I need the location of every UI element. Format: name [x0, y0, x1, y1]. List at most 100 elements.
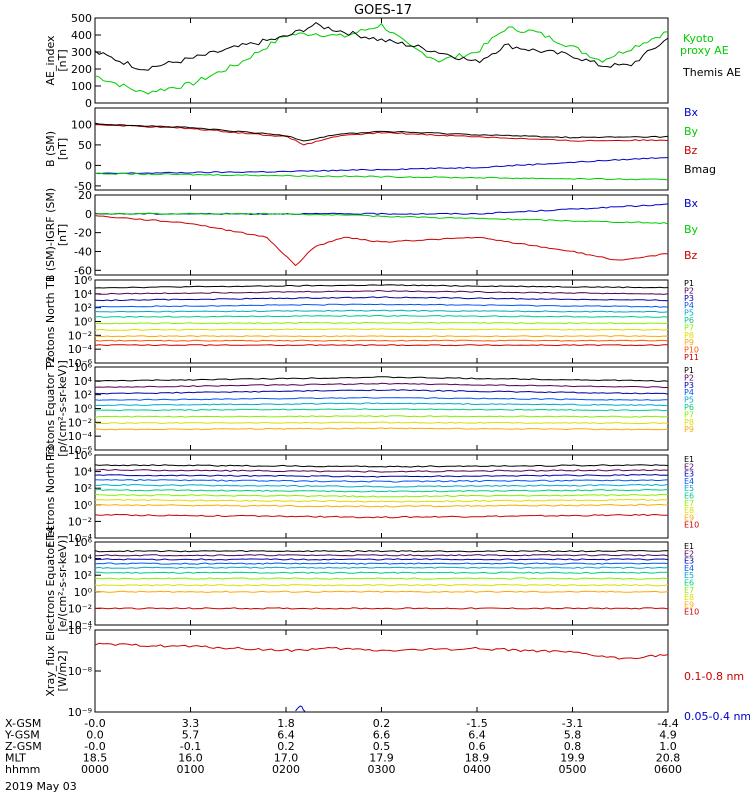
y-tick-label: 10⁻⁹: [68, 706, 92, 719]
y-tick-label: 10²: [74, 389, 92, 402]
legend-label: E8: [684, 593, 694, 602]
legend-label: P11: [684, 353, 699, 362]
legend-label: P9: [684, 338, 694, 347]
series-line-p6: [94, 314, 669, 318]
panel-6: 10⁶ 10⁴ 10² 10⁰ 10⁻² 10⁻⁴ Electrons North T3 E1…: [44, 445, 699, 547]
legend-label: E10: [684, 608, 699, 617]
y-axis-label: Xray_flux: [44, 645, 57, 697]
footer-value: 0.5: [373, 740, 391, 753]
footer-value: 0300: [368, 763, 396, 776]
legend-label: proxy AE: [680, 44, 729, 57]
series-line-e3: [94, 558, 669, 561]
legend-label: P1: [684, 366, 694, 375]
legend-label: P5: [684, 396, 694, 405]
y-axis-label: Protons Equator T2: [44, 356, 57, 461]
panel-frame: [94, 194, 669, 276]
footer-value: 0200: [272, 763, 300, 776]
series-line-p2: [94, 382, 669, 389]
series-line-e10: [94, 607, 669, 610]
footer-value: 0000: [81, 763, 109, 776]
y-tick-label: 10⁻⁴: [68, 532, 93, 545]
y-axis-unit: [nT]: [56, 138, 69, 160]
footer-value: 6.6: [373, 729, 391, 742]
series-line-p6: [94, 408, 669, 412]
series-line-p1: [94, 376, 669, 382]
y-tick-label: 10⁻⁸: [68, 665, 93, 678]
y-tick-label: 100: [71, 80, 92, 93]
panel-2: -50 0 50 100 B (SM) [nT] Bx By Bz Bmag: [44, 106, 716, 193]
series-line-p3: [94, 389, 669, 395]
series-line-e5: [94, 566, 669, 569]
footer-row-label: Z-GSM: [5, 740, 42, 753]
series-line-p11: [94, 344, 668, 347]
y-tick-label: 400: [71, 29, 92, 42]
footer-value: 19.9: [560, 752, 585, 765]
legend-label: Bz: [684, 249, 698, 262]
y-tick-label: 10⁻²: [68, 602, 92, 615]
series-line-e7: [94, 493, 669, 498]
footer-value: 0500: [559, 763, 587, 776]
series-line-e6: [94, 488, 669, 493]
series-line-e2: [94, 468, 669, 473]
y-tick-label: 0: [85, 97, 92, 110]
series-line-e3: [94, 473, 669, 478]
legend-label: E1: [684, 542, 694, 551]
y-tick-label: 20: [78, 189, 92, 202]
footer-value: 1.0: [659, 740, 677, 753]
footer-value: 0600: [654, 763, 682, 776]
y-axis-label: B (SM)-IGRF (SM): [44, 188, 57, 282]
footer-row-label: Y-GSM: [4, 729, 40, 742]
y-axis-unit: [nT]: [56, 49, 69, 71]
y-tick-label: 10⁻⁴: [68, 343, 93, 356]
legend-label: E10: [684, 521, 699, 530]
legend-label: Themis AE: [682, 66, 741, 79]
series-line-e9: [94, 503, 669, 508]
series-line-e7: [94, 577, 669, 580]
series-line-e10: [94, 513, 668, 519]
footer-date: 2019 May 03: [5, 780, 77, 793]
series-line-p9: [95, 427, 669, 431]
legend-label: E7: [684, 499, 694, 508]
y-tick-label: 10⁶: [74, 361, 93, 374]
legend-label: E4: [684, 477, 694, 486]
legend-label: E4: [684, 564, 694, 573]
legend-label: P1: [684, 279, 694, 288]
y-tick-label: -20: [74, 227, 92, 240]
y-tick-label: 10⁻²: [68, 416, 92, 429]
series-line-e6: [94, 571, 669, 574]
plot-title: GOES-17: [354, 3, 412, 18]
series-line-p7: [94, 415, 669, 418]
y-tick-label: 10⁰: [74, 586, 93, 599]
footer-value: 0400: [463, 763, 491, 776]
series-line-bmag: [94, 122, 669, 142]
series-line-e9: [94, 590, 669, 593]
legend-label: P7: [684, 323, 694, 332]
y-tick-label: -60: [74, 264, 92, 277]
legend-label: By: [684, 125, 699, 138]
footer-value: 0100: [177, 763, 205, 776]
footer-value: 20.8: [656, 752, 681, 765]
legend-label: P4: [684, 301, 694, 310]
y-tick-label: 100: [71, 118, 92, 131]
legend-label: E8: [684, 506, 694, 515]
legend-label: P9: [684, 425, 694, 434]
series-line-p9: [94, 335, 669, 338]
legend-label: E1: [684, 455, 694, 464]
footer-value: 5.7: [182, 729, 200, 742]
y-tick-label: 10⁴: [74, 288, 93, 301]
legend-label: P7: [684, 410, 694, 419]
footer-value: -0.0: [84, 740, 105, 753]
footer-ephemeris: X-GSM -0.0 3.3 1.8 0.2 -1.5 -3.1 -4.4 Y-GSM 0.0 5.…: [4, 717, 682, 776]
footer-value: 0.2: [373, 717, 391, 730]
series-line-p10: [94, 339, 669, 342]
y-tick-label: -50: [74, 180, 92, 193]
y-axis-label: Protons North T1: [44, 275, 57, 368]
legend-label: 0.05-0.4 nm: [684, 710, 750, 723]
footer-value: 5.8: [564, 729, 582, 742]
y-tick-label: 10²: [74, 569, 92, 582]
footer-value: -0.1: [180, 740, 201, 753]
legend-label: E2: [684, 549, 694, 558]
